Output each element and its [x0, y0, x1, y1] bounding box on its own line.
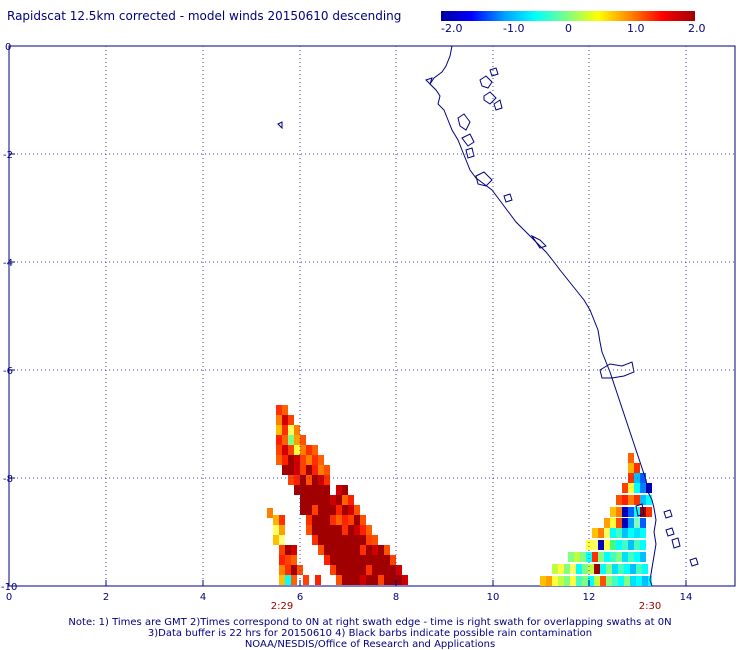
colorbar-tick: -2.0 [441, 22, 463, 35]
colorbar-tick: 2.0 [688, 22, 706, 35]
x-tick-label: 12 [583, 592, 596, 603]
colorbar [441, 11, 695, 21]
footer-note-1: Note: 1) Times are GMT 2)Times correspon… [68, 617, 672, 628]
x-tick-label: 2 [103, 592, 109, 603]
swath-time-label: 2:29 [271, 601, 293, 612]
x-tick-label: 0 [6, 592, 12, 603]
footer-credit: NOAA/NESDIS/Office of Research and Appli… [244, 639, 496, 650]
y-tick-label: 0 [5, 42, 11, 53]
footer-note-2: 3)Data buffer is 22 hrs for 20150610 4) … [147, 628, 593, 639]
map-frame [8, 45, 736, 587]
colorbar-tick: -1.0 [503, 22, 525, 35]
x-tick-label: 14 [680, 592, 693, 603]
y-tick-label: -8 [3, 474, 13, 485]
x-tick-label: 6 [297, 592, 303, 603]
right-swath [540, 453, 652, 586]
y-tick-label: -10 [1, 582, 17, 593]
swath-time-label: 2:30 [639, 601, 661, 612]
colorbar-tick: 1.0 [627, 22, 645, 35]
x-tick-label: 4 [200, 592, 206, 603]
ticks [9, 45, 687, 587]
grid [9, 46, 735, 586]
map-title: Rapidscat 12.5km corrected - model winds… [7, 9, 402, 23]
left-swath [267, 405, 408, 585]
y-tick-label: -6 [3, 366, 13, 377]
coastline [277, 45, 699, 587]
colorbar-tick: 0 [565, 22, 572, 35]
x-tick-label: 10 [487, 592, 500, 603]
x-tick-label: 8 [393, 592, 399, 603]
y-tick-label: -2 [3, 150, 13, 161]
y-tick-label: -4 [3, 258, 13, 269]
